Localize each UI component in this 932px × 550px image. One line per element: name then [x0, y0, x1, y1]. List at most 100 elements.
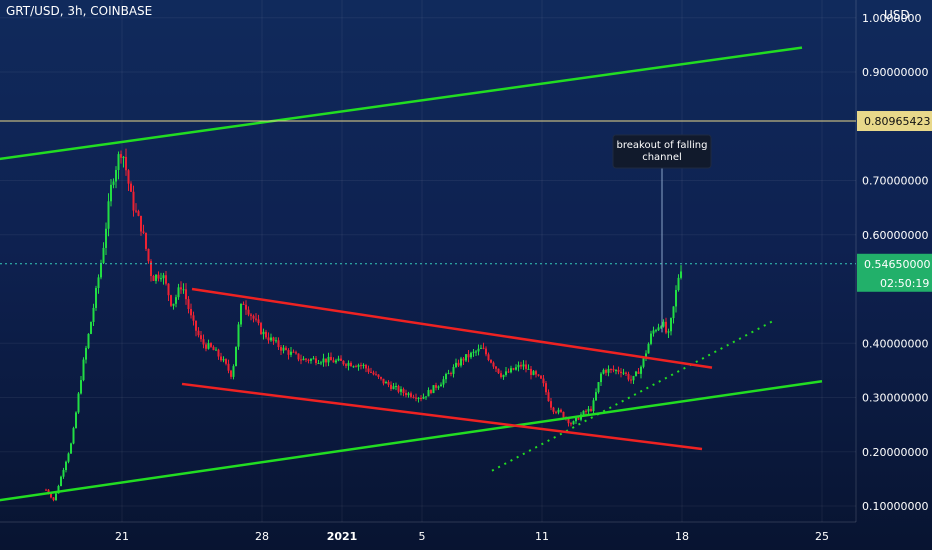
candle — [670, 317, 672, 336]
candle — [420, 395, 422, 402]
candle — [467, 350, 470, 363]
candle — [167, 283, 170, 301]
candle — [217, 348, 220, 360]
candle — [385, 380, 387, 384]
candle — [95, 285, 97, 311]
candle — [392, 383, 395, 390]
candle — [287, 348, 290, 360]
price-tick-label: 0.40000000 — [862, 337, 928, 350]
price-tick-label: 0.90000000 — [862, 66, 928, 79]
candle — [595, 388, 597, 402]
candle — [640, 365, 642, 379]
candle — [242, 301, 245, 305]
candle — [482, 342, 485, 350]
price-tick-label: 1.0000000 — [862, 12, 922, 25]
candle — [497, 368, 500, 374]
time-tick-label: 11 — [535, 530, 549, 543]
candle — [447, 369, 450, 375]
candle — [637, 367, 640, 374]
candle — [617, 366, 620, 375]
falling-channel-line[interactable] — [191, 287, 713, 369]
candle — [415, 393, 417, 402]
candle — [350, 361, 352, 367]
time-axis[interactable]: 21 28 2021 5 11 18 25 — [0, 521, 856, 543]
candle — [127, 169, 130, 191]
candle — [180, 281, 182, 294]
support-trend-line[interactable] — [0, 379, 823, 511]
candle — [622, 368, 625, 375]
candle — [307, 358, 310, 364]
candle — [97, 274, 100, 294]
candle — [45, 488, 47, 491]
candle — [112, 178, 115, 189]
candle — [355, 364, 357, 368]
candle — [322, 353, 325, 367]
candle — [157, 271, 160, 282]
candle — [62, 467, 65, 479]
price-axis[interactable]: 1.0000000 0.90000000 0.70000000 0.60000000 0… — [855, 0, 932, 522]
candle — [207, 339, 210, 350]
candle — [315, 355, 317, 366]
support-trend-line[interactable] — [0, 46, 803, 170]
candle — [400, 386, 402, 396]
candle — [210, 342, 212, 348]
candle — [675, 285, 677, 313]
candle — [52, 497, 55, 502]
candle — [652, 326, 655, 337]
candle — [470, 351, 472, 360]
candle — [552, 406, 555, 415]
candle — [600, 372, 602, 387]
candle — [117, 151, 120, 180]
price-tick-label: 0.10000000 — [862, 500, 928, 513]
candle — [517, 361, 520, 372]
candle — [537, 374, 540, 377]
candle — [100, 259, 102, 280]
candle — [615, 369, 617, 375]
candle — [527, 364, 530, 370]
candle — [247, 306, 250, 317]
candle — [592, 397, 595, 415]
price-tick-label: 0.70000000 — [862, 175, 928, 188]
candle — [280, 345, 282, 355]
time-tick-label: 21 — [115, 530, 129, 543]
candle — [630, 375, 632, 384]
annotation-text: breakout of falling — [617, 140, 708, 151]
candle — [142, 224, 145, 235]
candle — [660, 325, 662, 329]
candle — [375, 371, 377, 376]
candle — [485, 346, 487, 357]
time-tick-label: 5 — [419, 530, 426, 543]
candle — [490, 359, 492, 364]
candle — [627, 371, 630, 382]
candle — [295, 350, 297, 355]
candle — [155, 274, 157, 284]
falling-channel-line[interactable] — [181, 382, 703, 451]
candle — [530, 365, 532, 380]
candle — [480, 344, 482, 349]
candle — [572, 420, 575, 425]
candle — [550, 398, 552, 411]
last-price-label: 0.54650000 02:50:19 — [857, 253, 932, 292]
dotted-support-line[interactable] — [491, 320, 773, 472]
candle — [522, 360, 525, 370]
candle — [562, 411, 565, 418]
candle — [115, 166, 117, 189]
candle — [352, 365, 355, 368]
candle — [402, 387, 405, 397]
candle — [237, 321, 240, 350]
candle — [205, 342, 207, 352]
candle — [175, 294, 177, 308]
horizontal-level-label: 0.80965423 — [857, 111, 932, 132]
candle — [567, 417, 570, 427]
candle — [492, 361, 495, 369]
candle — [82, 357, 85, 382]
candle — [222, 356, 225, 363]
candle — [77, 392, 80, 414]
svg-text:0.54650000: 0.54650000 — [864, 258, 930, 271]
candle — [505, 367, 507, 377]
candle — [547, 389, 550, 402]
candle — [240, 303, 242, 327]
